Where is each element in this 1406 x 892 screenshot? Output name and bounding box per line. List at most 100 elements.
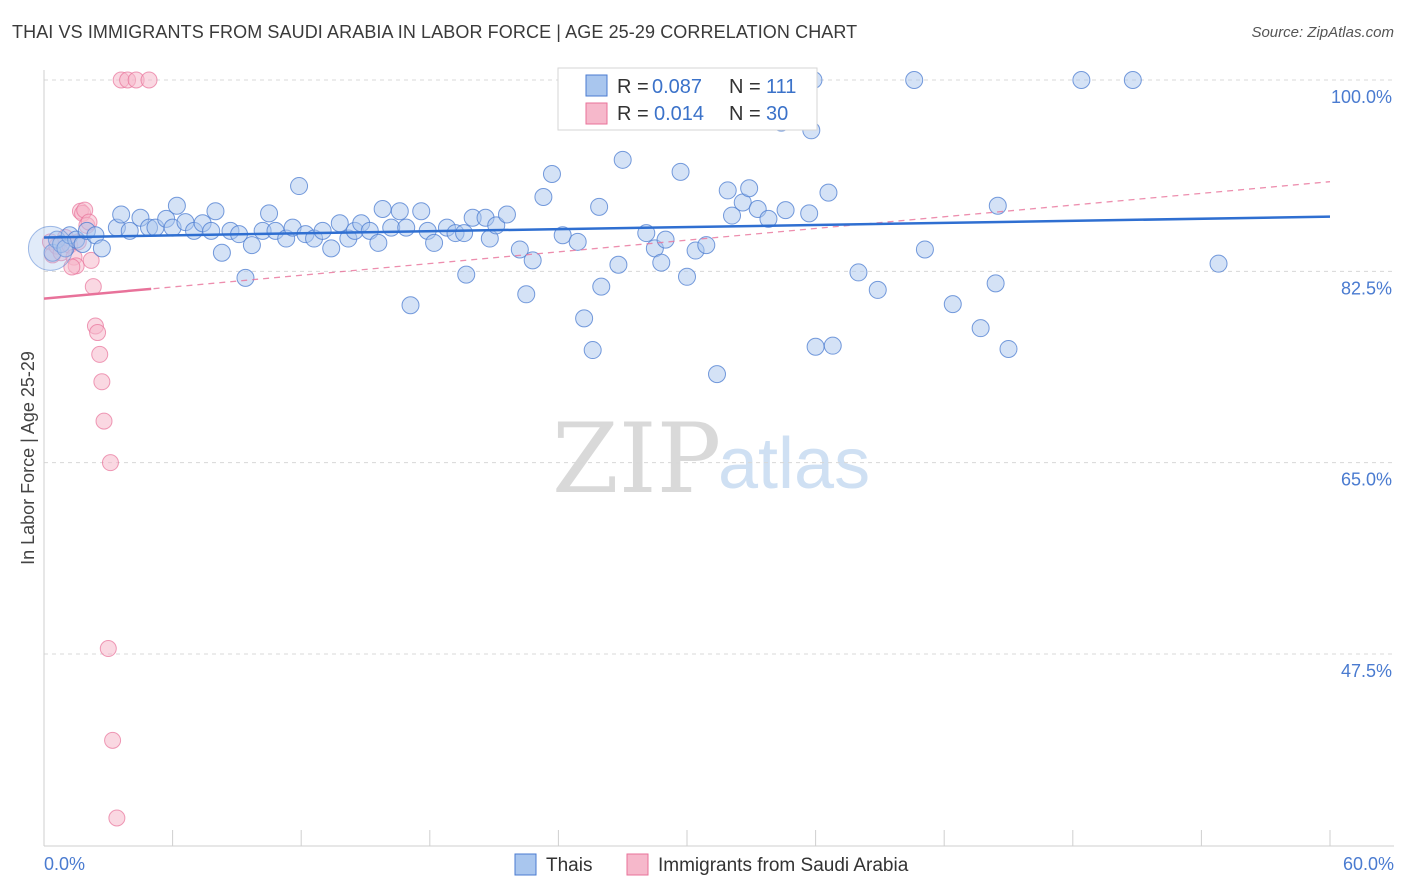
thais-point	[915, 240, 934, 259]
legend-r-label-1: R =	[617, 76, 649, 98]
y-tick-label: 82.5%	[1341, 278, 1392, 298]
trend-lines	[43, 181, 1331, 300]
saudi-point	[95, 412, 113, 430]
legend-n-label-2: N =	[729, 103, 761, 125]
bottom-legend-swatch-thais	[514, 853, 537, 876]
thais-point	[457, 265, 476, 284]
thais-point	[1072, 71, 1091, 89]
thais-point	[236, 268, 255, 287]
bottom-legend-label-thais: Thais	[546, 855, 592, 876]
thais-point	[425, 233, 444, 252]
series-saudi-points	[41, 71, 158, 827]
saudi-point	[63, 258, 81, 276]
thais-point	[999, 339, 1018, 358]
thais-point	[652, 253, 671, 272]
thais-point	[542, 165, 561, 184]
thais-point	[613, 150, 632, 169]
legend-n-label-1: N =	[729, 76, 761, 98]
saudi-point	[84, 278, 102, 296]
series-legend: Thais Immigrants from Saudi Arabia	[514, 853, 909, 876]
thais-point	[575, 309, 594, 328]
thais-point	[373, 200, 392, 219]
thais-point	[397, 218, 416, 237]
thais-point	[776, 201, 795, 220]
thais-point	[242, 236, 261, 255]
thais-point	[905, 71, 924, 89]
thais-point	[708, 365, 727, 384]
y-tick-label: 47.5%	[1341, 661, 1392, 681]
saudi-point	[99, 640, 117, 658]
thais-point	[697, 236, 716, 255]
thais-point	[553, 226, 572, 245]
thais-point	[167, 196, 186, 215]
thais-point	[455, 224, 474, 243]
watermark-zip: ZIP	[552, 403, 721, 515]
thais-point	[806, 337, 825, 356]
thais-point	[823, 336, 842, 355]
thais-point	[609, 255, 628, 274]
legend-swatch-thais	[585, 74, 608, 97]
thais-point	[868, 280, 887, 299]
x-tick-label-max: 60.0%	[1343, 854, 1394, 874]
thais-point	[260, 204, 279, 223]
thais-point	[568, 232, 587, 251]
thais-point	[517, 285, 536, 304]
thais-point	[583, 341, 602, 360]
thais-point	[1123, 71, 1142, 89]
thais-point	[723, 206, 742, 225]
thais-point	[592, 277, 611, 296]
saudi-point	[82, 251, 100, 269]
saudi-point	[91, 345, 109, 363]
thais-point	[206, 202, 225, 221]
thais-point	[510, 240, 529, 259]
x-tick-label-min: 0.0%	[44, 854, 85, 874]
thais-point	[112, 205, 131, 224]
thais-point	[943, 295, 962, 314]
thais-point	[988, 196, 1007, 215]
thais-point	[202, 221, 221, 240]
y-axis-label: In Labor Force | Age 25-29	[18, 351, 38, 565]
thais-point	[849, 263, 868, 282]
series-thais-points	[27, 71, 1228, 384]
y-tick-labels: 47.5% 65.0% 82.5% 100.0%	[1331, 87, 1392, 681]
saudi-point	[93, 373, 111, 391]
y-tick-label: 100.0%	[1331, 87, 1392, 107]
thais-point	[330, 214, 349, 233]
bottom-legend-swatch-saudi	[626, 853, 649, 876]
legend-r-value-2: 0.014	[654, 103, 704, 125]
thais-point	[313, 221, 332, 240]
axes	[43, 70, 1394, 847]
saudi-point	[140, 71, 158, 89]
stats-legend: R = 0.087 N = 111 R = 0.014 N = 30	[557, 67, 818, 131]
legend-n-value-1: 111	[766, 76, 796, 98]
thais-point	[718, 181, 737, 200]
thais-point	[590, 197, 609, 216]
saudi-point	[104, 731, 122, 749]
thais-point	[212, 243, 231, 262]
thais-point	[986, 274, 1005, 293]
chart-title: THAI VS IMMIGRANTS FROM SAUDI ARABIA IN …	[12, 22, 858, 42]
thais-point	[369, 233, 388, 252]
thais-point	[523, 251, 542, 270]
legend-r-label-2: R =	[617, 103, 649, 125]
thais-cluster-point	[27, 225, 73, 271]
legend-r-value-1: 0.087	[652, 76, 702, 98]
thais-point	[401, 296, 420, 315]
thais-point	[740, 179, 759, 198]
thais-point	[390, 202, 409, 221]
thais-point	[290, 177, 309, 196]
saudi-point	[89, 324, 107, 342]
y-tick-label: 65.0%	[1341, 470, 1392, 490]
saudi-trend-line	[43, 287, 152, 300]
legend-swatch-saudi	[585, 102, 608, 125]
saudi-point	[101, 454, 119, 472]
watermark-atlas: atlas	[718, 424, 870, 504]
thais-point	[497, 205, 516, 224]
thais-point	[800, 204, 819, 223]
thais-point	[678, 267, 696, 286]
thais-point	[92, 239, 111, 258]
legend-n-value-2: 30	[766, 103, 788, 125]
thais-point	[671, 162, 690, 181]
thais-point	[819, 183, 838, 202]
